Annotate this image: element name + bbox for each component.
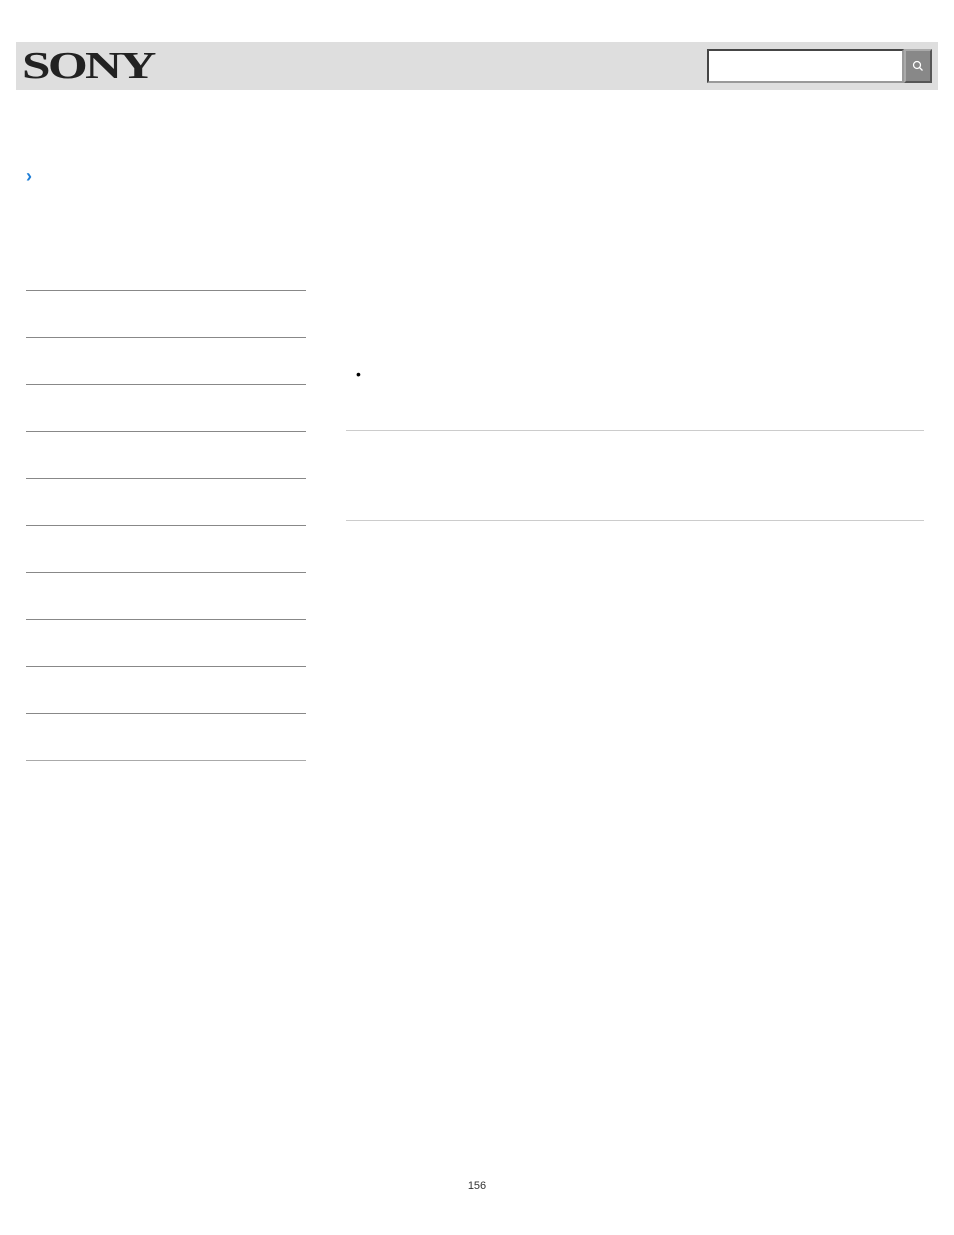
sidebar-item[interactable] (26, 338, 306, 385)
sidebar-item[interactable] (26, 291, 306, 338)
sidebar-item[interactable] (26, 620, 306, 667)
sidebar-item[interactable] (26, 479, 306, 526)
sidebar-item[interactable] (26, 667, 306, 714)
chevron-right-icon: › (26, 166, 32, 187)
page-number: 156 (0, 1180, 954, 1192)
bullet-dot: • (356, 366, 361, 382)
sidebar-item[interactable] (26, 244, 306, 291)
brand-logo: SONY (22, 44, 154, 88)
search-button[interactable] (904, 49, 932, 83)
sidebar-item[interactable] (26, 526, 306, 573)
search-icon (912, 56, 924, 76)
sidebar-item[interactable] (26, 432, 306, 479)
sidebar-item[interactable] (26, 573, 306, 620)
sidebar-item[interactable] (26, 714, 306, 761)
sidebar-item[interactable] (26, 385, 306, 432)
search-input[interactable] (707, 49, 904, 83)
content-divider (346, 520, 924, 521)
sidebar (26, 244, 306, 761)
search-box (707, 49, 932, 83)
content-divider (346, 430, 924, 431)
header-bar: SONY (16, 42, 938, 90)
